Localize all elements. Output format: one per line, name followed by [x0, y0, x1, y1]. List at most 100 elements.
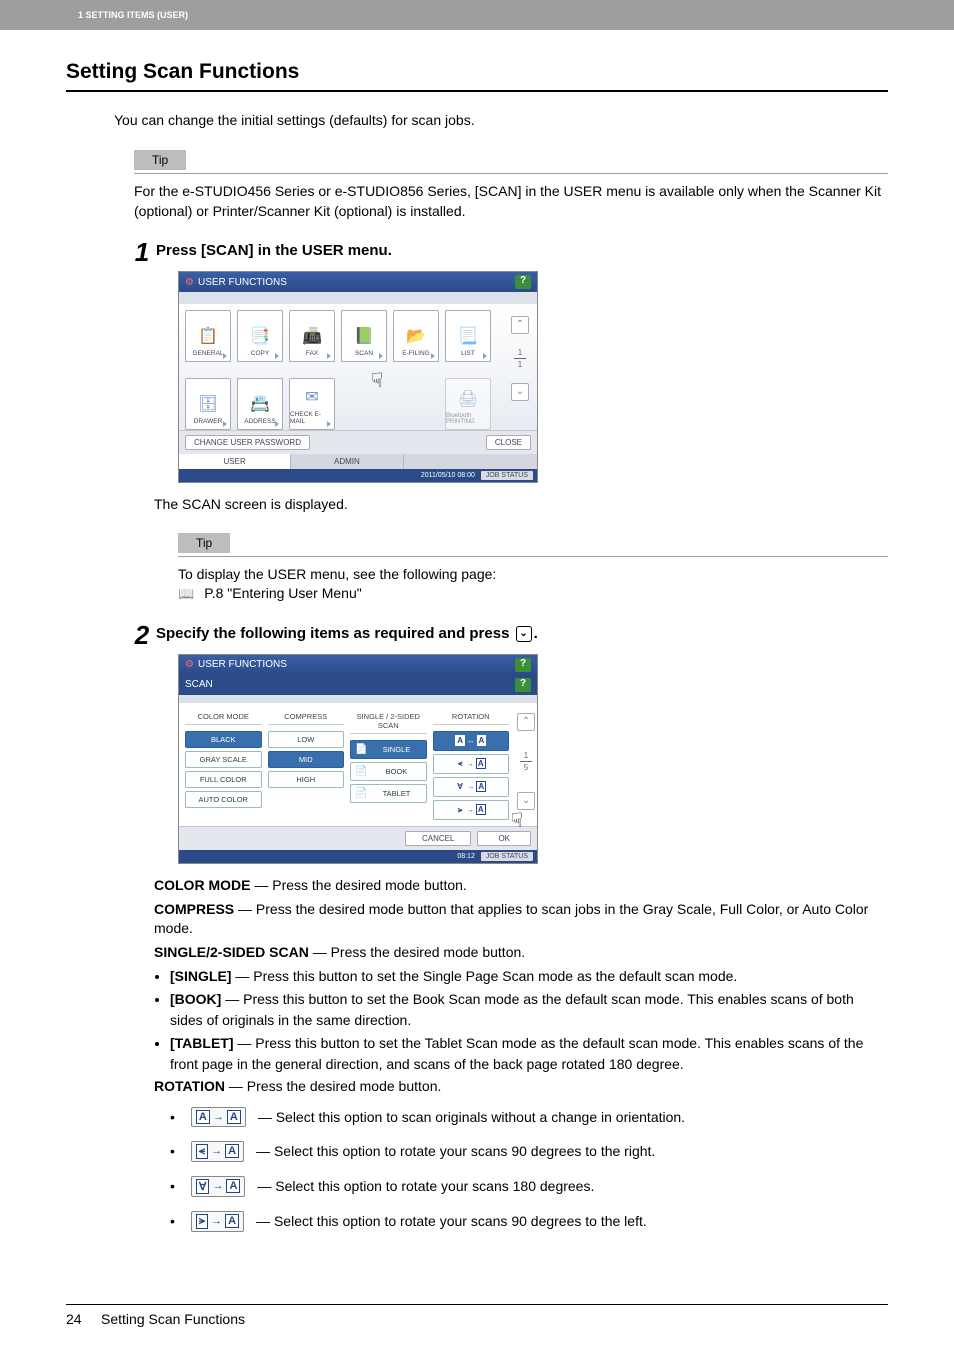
col-color-mode: COLOR MODE BLACK GRAY SCALE FULL COLOR AUTO… — [185, 709, 262, 820]
rotation-bullet: ⪪→A — Select this option to rotate your … — [170, 1141, 888, 1162]
job-status-button[interactable]: JOB STATUS — [481, 852, 533, 861]
rotation-bullet: ⪫→A — Select this option to rotate your … — [170, 1211, 888, 1232]
col-header: SINGLE / 2-SIDED SCAN — [350, 709, 427, 734]
menu-drawer[interactable]: 🗄DRAWER — [185, 378, 231, 430]
def-sided: SINGLE/2-SIDED SCAN — Press the desired … — [154, 943, 888, 963]
rotation-icon: ⪫→A — [191, 1211, 244, 1232]
bullet-item: [BOOK] — Press this button to set the Bo… — [170, 989, 888, 1031]
col-header: COLOR MODE — [185, 709, 262, 725]
rotation-option[interactable]: ⪫→A — [433, 800, 510, 820]
help-icon[interactable]: ? — [515, 658, 531, 672]
cancel-button[interactable]: CANCEL — [405, 831, 471, 846]
option-book[interactable]: 📄BOOK — [350, 762, 427, 781]
rotation-bullets: A→A — Select this option to scan origina… — [170, 1107, 888, 1232]
ss1-scroll: ⌃ 1 1 ⌄ — [509, 310, 531, 401]
step2-title-a: Specify the following items as required … — [156, 625, 514, 642]
dropdown-icon: ⌄ — [516, 626, 532, 642]
tip-box-1: Tip For the e-STUDIO456 Series or e-STUD… — [134, 150, 888, 221]
ss1-title: ⚙USER FUNCTIONS — [185, 277, 287, 288]
page-title: Setting Scan Functions — [66, 60, 888, 92]
rotation-icon: ∀→A — [191, 1176, 245, 1197]
close-button[interactable]: CLOSE — [486, 435, 531, 450]
timestamp: 08:12 — [457, 853, 475, 860]
def-color: COLOR MODE — Press the desired mode butt… — [154, 876, 888, 896]
ss2-status: 08:12 JOB STATUS — [179, 850, 537, 863]
bullet-item: [TABLET] — Press this button to set the … — [170, 1033, 888, 1075]
rotation-icon: ⪪→A — [191, 1141, 244, 1162]
option-auto-color[interactable]: AUTO COLOR — [185, 791, 262, 808]
scroll-down-icon[interactable]: ⌄ — [517, 792, 535, 810]
rotation-bullet: ∀→A — Select this option to rotate your … — [170, 1176, 888, 1197]
screenshot-user-functions: ⚙USER FUNCTIONS ? 📋GENERAL📑COPY📠FAX📗SCAN… — [178, 271, 538, 483]
rotation-option[interactable]: ∀→A — [433, 777, 510, 797]
rotation-icon: A→A — [191, 1107, 246, 1127]
ss2-subtitle-text: SCAN — [185, 679, 213, 690]
step-number: 1 — [128, 239, 156, 265]
tip-text: For the e-STUDIO456 Series or e-STUDIO85… — [134, 182, 888, 221]
option-mid[interactable]: MID — [268, 751, 345, 768]
pager-current: 1 — [514, 348, 526, 357]
intro-text: You can change the initial settings (def… — [114, 112, 888, 128]
change-password-button[interactable]: CHANGE USER PASSWORD — [185, 435, 310, 450]
tip-line1: To display the USER menu, see the follow… — [178, 565, 888, 585]
menu-e-filing[interactable]: 📂E-FILING — [393, 310, 439, 362]
rotation-bullet: A→A — Select this option to scan origina… — [170, 1107, 888, 1127]
menu-general[interactable]: 📋GENERAL — [185, 310, 231, 362]
menu-check-e-mail[interactable]: ✉CHECK E-MAIL — [289, 378, 335, 430]
col-header: COMPRESS — [268, 709, 345, 725]
tab-user[interactable]: USER — [179, 454, 291, 469]
scroll-down-icon[interactable]: ⌄ — [511, 383, 529, 401]
tip-label: Tip — [178, 533, 230, 553]
col-rotation: ROTATION A↔A ⪪→A ∀→A ⪫→A — [433, 709, 510, 820]
option-full-color[interactable]: FULL COLOR — [185, 771, 262, 788]
tip-divider — [178, 556, 888, 557]
option-low[interactable]: LOW — [268, 731, 345, 748]
tip-box-2: Tip To display the USER menu, see the fo… — [178, 533, 888, 604]
book-icon: 📖 — [178, 585, 194, 603]
rotation-option[interactable]: ⪪→A — [433, 754, 510, 774]
menu-copy[interactable]: 📑COPY — [237, 310, 283, 362]
menu-address[interactable]: 📇ADDRESS — [237, 378, 283, 430]
col-header: ROTATION — [433, 709, 510, 725]
tip-label: Tip — [134, 150, 186, 170]
timestamp: 2011/05/10 08:00 — [421, 472, 475, 479]
ss1-tabs: USER ADMIN — [179, 454, 537, 469]
menu-scan[interactable]: 📗SCAN — [341, 310, 387, 362]
option-high[interactable]: HIGH — [268, 771, 345, 788]
step-title: Press [SCAN] in the USER menu. — [156, 239, 392, 259]
help-icon[interactable]: ? — [515, 275, 531, 289]
scroll-up-icon[interactable]: ⌃ — [517, 713, 535, 731]
job-status-button[interactable]: JOB STATUS — [481, 471, 533, 480]
tip-ref[interactable]: 📖 P.8 "Entering User Menu" — [178, 584, 888, 604]
tab-admin[interactable]: ADMIN — [291, 454, 403, 469]
page-content: Setting Scan Functions You can change th… — [0, 30, 954, 1232]
step-title: Specify the following items as required … — [156, 622, 538, 642]
def-rotation: ROTATION — Press the desired mode button… — [154, 1077, 888, 1097]
tip-ref-text: P.8 "Entering User Menu" — [204, 584, 362, 604]
menu-fax[interactable]: 📠FAX — [289, 310, 335, 362]
option-tablet[interactable]: 📄TABLET — [350, 784, 427, 803]
option-gray-scale[interactable]: GRAY SCALE — [185, 751, 262, 768]
ss2-titlebar: ⚙USER FUNCTIONS ? — [179, 655, 537, 675]
help-icon[interactable]: ? — [515, 678, 531, 692]
pager: 1 1 — [514, 348, 526, 369]
step-2: 2 Specify the following items as require… — [128, 622, 888, 648]
menu-list[interactable]: 📃LIST — [445, 310, 491, 362]
col-sided: SINGLE / 2-SIDED SCAN 📄SINGLE 📄BOOK 📄TABLE… — [350, 709, 427, 820]
ok-button[interactable]: OK — [477, 831, 531, 846]
screenshot-scan-settings: ⚙USER FUNCTIONS ? SCAN ? COLOR MODE BLAC… — [178, 654, 538, 864]
header-band: 1 SETTING ITEMS (USER) — [0, 0, 954, 30]
ss2-title: ⚙USER FUNCTIONS — [185, 659, 287, 670]
rotation-option[interactable]: A↔A — [433, 731, 510, 751]
ss2-columns: COLOR MODE BLACK GRAY SCALE FULL COLOR AUTO… — [179, 703, 515, 826]
step1-after: The SCAN screen is displayed. — [154, 495, 888, 515]
step-1: 1 Press [SCAN] in the USER menu. — [128, 239, 888, 265]
option-black[interactable]: BLACK — [185, 731, 262, 748]
step-number: 2 — [128, 622, 156, 648]
ss1-body: 📋GENERAL📑COPY📠FAX📗SCAN📂E-FILING📃LIST 🗄DRA… — [179, 304, 537, 430]
scroll-up-icon[interactable]: ⌃ — [511, 316, 529, 334]
page-number: 24 — [66, 1311, 82, 1327]
ss1-titlebar: ⚙USER FUNCTIONS ? — [179, 272, 537, 292]
menu-bluetooth-printing: 🖨Bluetooth PRINTING — [445, 378, 491, 430]
option-single[interactable]: 📄SINGLE — [350, 740, 427, 759]
